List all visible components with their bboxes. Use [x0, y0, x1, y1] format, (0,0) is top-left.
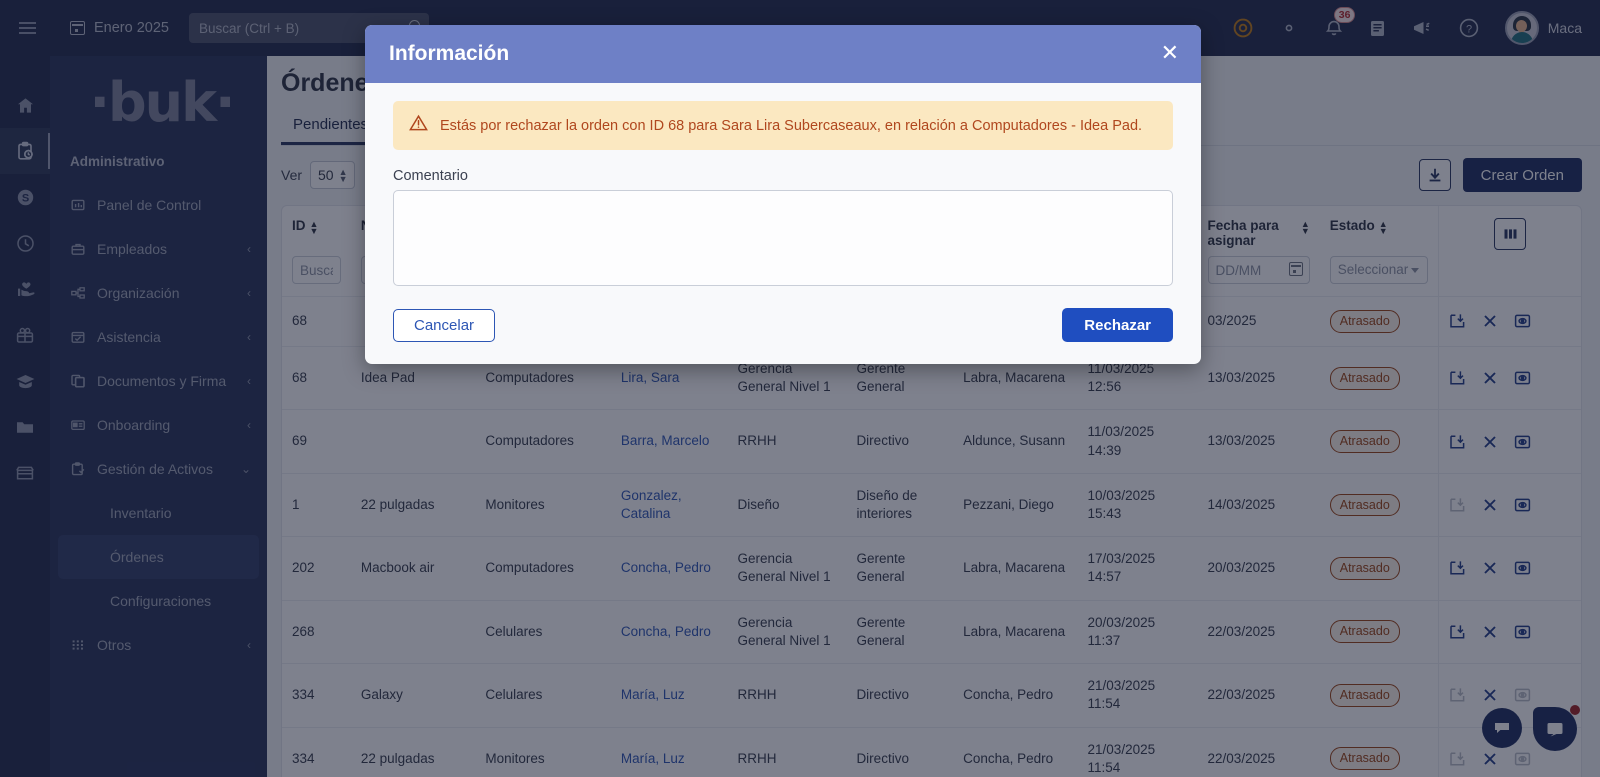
modal-header: Información ✕	[365, 25, 1201, 83]
warning-text: Estás por rechazar la orden con ID 68 pa…	[440, 117, 1143, 134]
modal-title: Información	[389, 42, 510, 65]
informacion-modal: Información ✕ Estás por rechazar la orde…	[365, 25, 1201, 364]
warning-triangle-icon	[409, 114, 428, 137]
cancel-button[interactable]: Cancelar	[393, 308, 496, 342]
modal-body: Estás por rechazar la orden con ID 68 pa…	[365, 83, 1201, 291]
modal-footer: Cancelar Rechazar	[365, 291, 1201, 364]
reject-button[interactable]: Rechazar	[1062, 308, 1173, 342]
warning-banner: Estás por rechazar la orden con ID 68 pa…	[393, 101, 1173, 150]
comment-label: Comentario	[393, 168, 468, 184]
comment-textarea[interactable]	[393, 190, 1173, 286]
close-icon[interactable]: ✕	[1160, 39, 1179, 65]
